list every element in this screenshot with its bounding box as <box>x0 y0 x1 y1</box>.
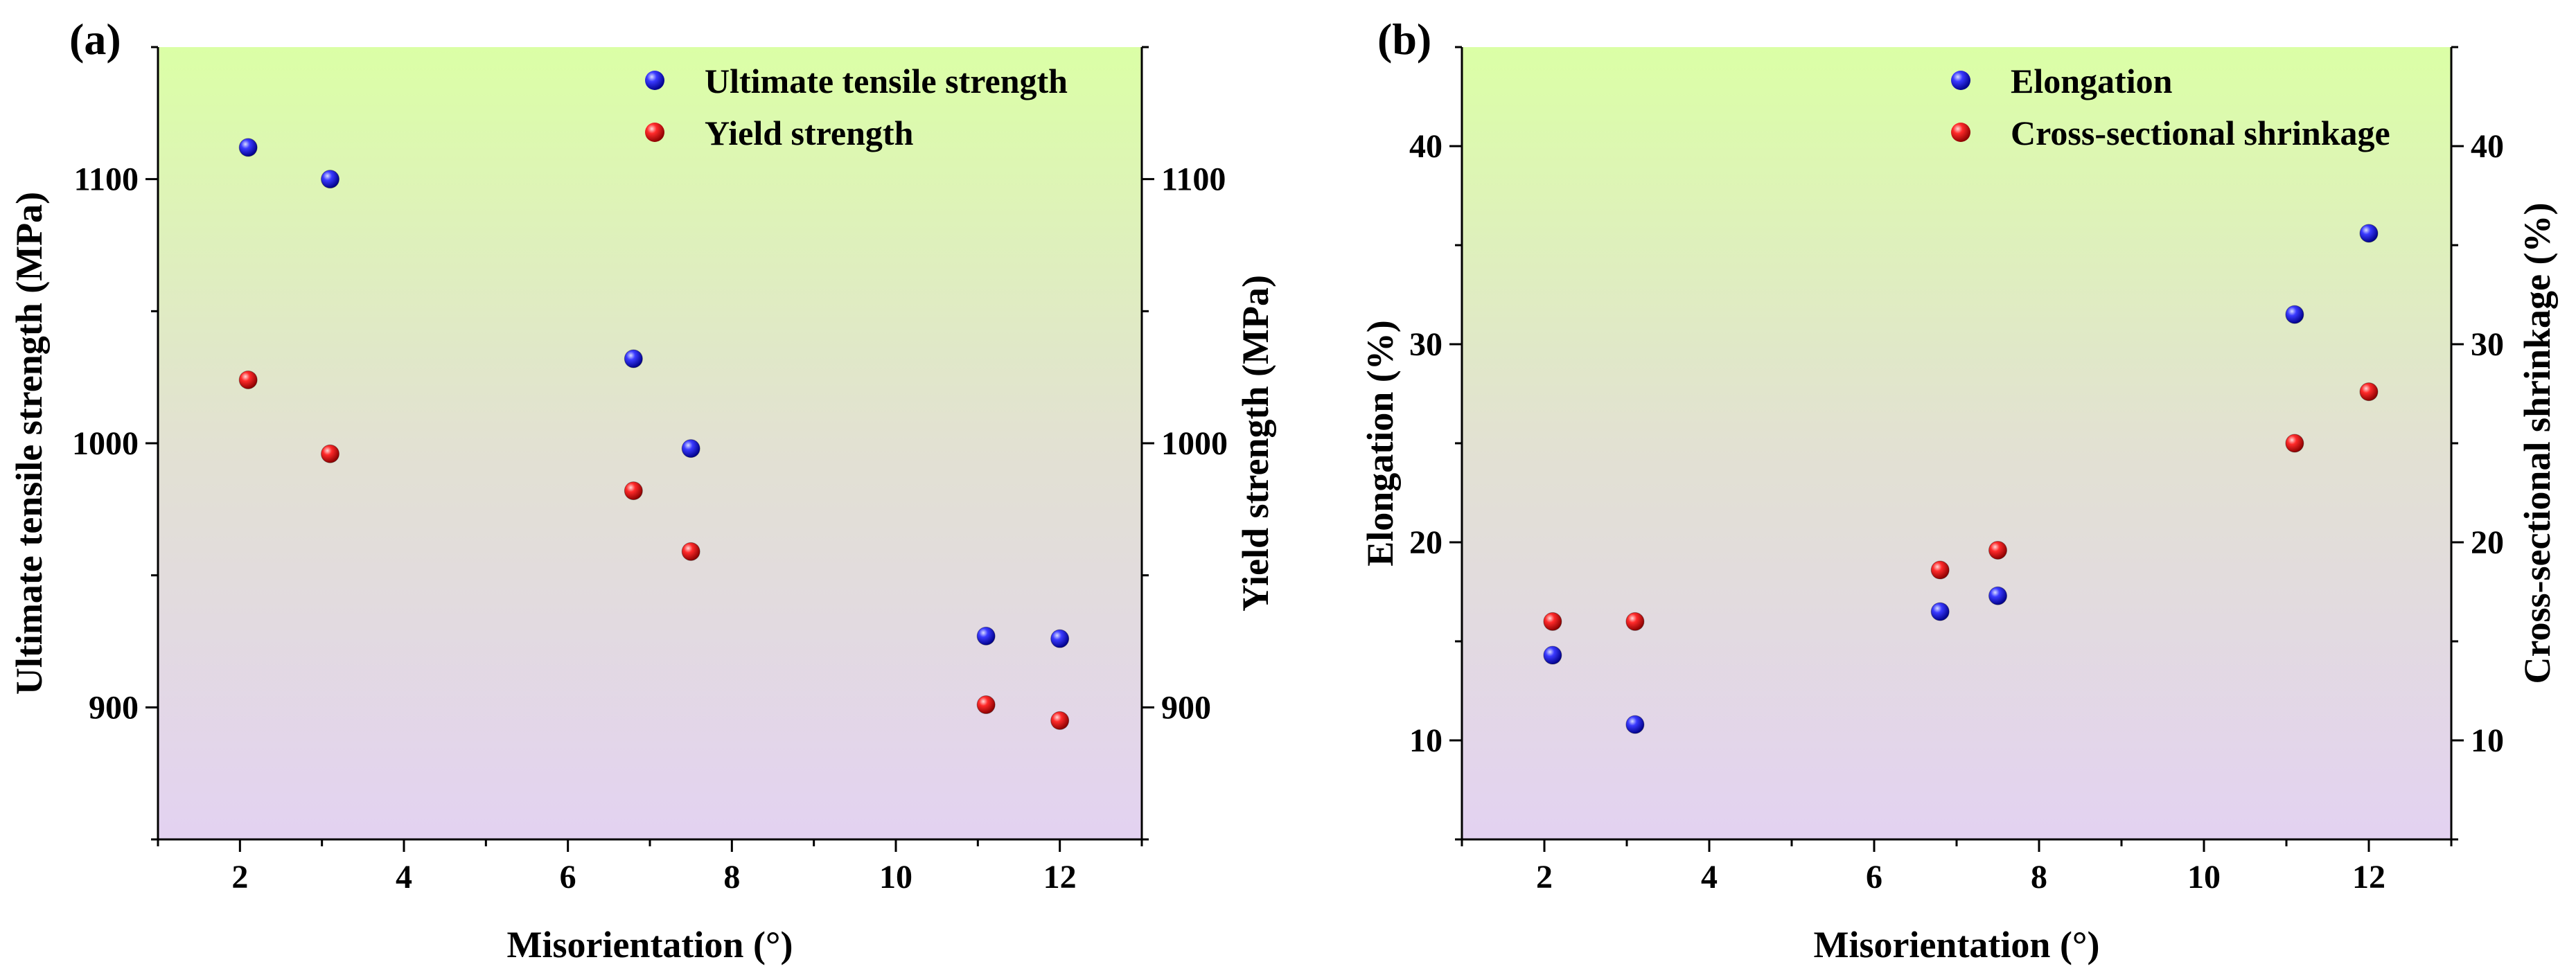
y-axis-left-title: Ultimate tensile strength (MPa) <box>8 192 50 695</box>
data-point-series2 <box>1930 560 1950 580</box>
x-tick-label: 4 <box>1701 859 1718 896</box>
legend-label: Ultimate tensile strength <box>705 62 1068 100</box>
y-left-tick-label: 30 <box>1409 326 1443 363</box>
data-point-series2 <box>2285 434 2304 453</box>
x-tick-label: 8 <box>723 859 740 896</box>
x-tick-label: 10 <box>879 859 912 896</box>
y-axis-left-title: Elongation (%) <box>1359 320 1401 567</box>
data-point-series2 <box>1988 540 2007 560</box>
data-point-series1 <box>1988 586 2007 605</box>
data-point-series2 <box>321 444 339 463</box>
data-point-series2 <box>1050 711 1070 730</box>
y-right-tick-label: 20 <box>2471 524 2504 561</box>
x-tick-label: 2 <box>231 859 248 896</box>
legend-label: Cross-sectional shrinkage <box>2011 114 2390 152</box>
data-point-series1 <box>2359 224 2379 243</box>
data-point-series1 <box>1625 715 1645 734</box>
y-right-tick-label: 1100 <box>1161 161 1226 198</box>
data-point-series2 <box>238 370 258 389</box>
y-left-tick-label: 20 <box>1409 524 1443 561</box>
y-left-tick-label: 10 <box>1409 722 1443 759</box>
x-tick-label: 6 <box>1866 859 1882 896</box>
x-tick-label: 12 <box>2352 859 2385 896</box>
legend-marker <box>1951 123 1970 142</box>
data-point-series1 <box>1050 629 1070 648</box>
y-left-tick-label: 900 <box>89 689 139 726</box>
y-left-tick-label: 1000 <box>72 425 139 462</box>
y-right-tick-label: 10 <box>2471 722 2504 759</box>
y-right-tick-label: 40 <box>2471 128 2504 165</box>
panel-label: (b) <box>1377 15 1431 64</box>
y-left-tick-label: 40 <box>1409 128 1443 165</box>
data-point-series1 <box>1930 602 1950 621</box>
data-point-series2 <box>1543 612 1562 631</box>
y-right-tick-label: 30 <box>2471 326 2504 363</box>
data-point-series1 <box>681 439 700 458</box>
panel-a: 2 4 6 8 10 12 900 1000 1100 900 1000 1100 Misorienta… <box>8 15 1276 965</box>
y-axis-right-title: Cross-sectional shrinkage (%) <box>2516 203 2558 684</box>
x-axis-title: Misorientation (°) <box>1813 924 2099 965</box>
data-point-series2 <box>2359 382 2379 402</box>
x-tick-label: 8 <box>2031 859 2047 896</box>
legend-marker <box>645 71 664 90</box>
data-point-series2 <box>976 695 996 715</box>
data-point-series1 <box>2285 305 2304 324</box>
legend-marker <box>645 123 664 142</box>
data-point-series1 <box>624 349 643 368</box>
x-axis-title: Misorientation (°) <box>506 924 793 965</box>
x-tick-label: 4 <box>396 859 412 896</box>
x-tick-label: 10 <box>2187 859 2221 896</box>
legend-label: Yield strength <box>705 114 914 152</box>
y-left-tick-label: 1100 <box>74 161 139 198</box>
data-point-series2 <box>1625 612 1645 631</box>
data-point-series2 <box>624 481 643 501</box>
x-tick-label: 6 <box>560 859 576 896</box>
y-right-tick-label: 1000 <box>1161 425 1228 462</box>
data-point-series1 <box>321 170 339 189</box>
panel-label: (a) <box>69 15 121 64</box>
data-point-series1 <box>1543 645 1562 665</box>
legend-label: Elongation <box>2011 62 2173 100</box>
data-point-series1 <box>976 626 996 645</box>
panel-b: 2 4 6 8 10 12 10 20 30 40 10 20 30 40 Misorientation (… <box>1359 15 2558 965</box>
x-tick-label: 12 <box>1043 859 1077 896</box>
legend-marker <box>1951 71 1970 90</box>
x-tick-label: 2 <box>1536 859 1553 896</box>
data-point-series1 <box>238 138 258 157</box>
data-point-series2 <box>681 542 700 561</box>
y-axis-right-title: Yield strength (MPa) <box>1235 275 1276 612</box>
y-right-tick-label: 900 <box>1161 689 1211 726</box>
plot-area <box>158 47 1142 839</box>
